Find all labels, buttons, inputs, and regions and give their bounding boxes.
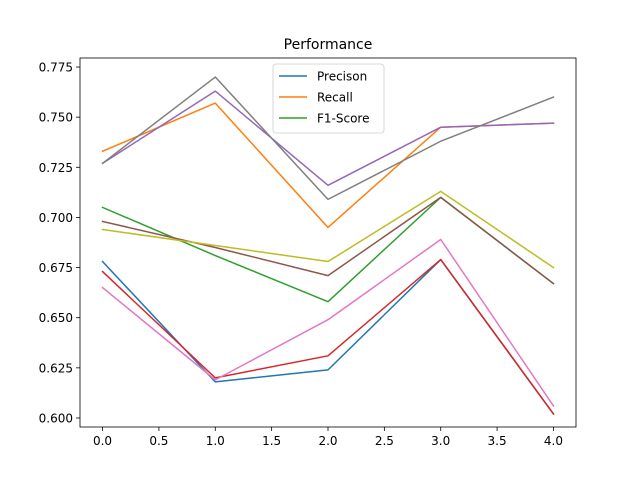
legend-label: Precison (317, 70, 367, 84)
x-tick-label: 1.0 (206, 434, 225, 448)
y-tick-label: 0.700 (39, 211, 73, 225)
series-line-8 (101, 76, 555, 201)
x-tick-label: 0.5 (149, 434, 168, 448)
series-layer (101, 76, 555, 416)
x-tick-label: 2.0 (318, 434, 337, 448)
y-tick-label: 0.625 (39, 361, 73, 375)
y-tick-label: 0.675 (39, 261, 73, 275)
legend-label: F1-Score (317, 112, 369, 126)
x-tick-label: 1.5 (262, 434, 281, 448)
series-line-9 (101, 190, 555, 269)
x-tick-label: 2.5 (375, 434, 394, 448)
axes-layer: 0.0 0.5 1.0 1.5 2.0 2.5 3.0 3.5 4.0 0.600 0.625 0.6… (39, 57, 577, 448)
x-tick-label: 3.5 (488, 434, 507, 448)
legend-label: Recall (317, 91, 353, 105)
series-line-7 (101, 238, 555, 407)
legend-box (272, 63, 385, 134)
x-tick-label: 4.0 (544, 434, 563, 448)
y-tick-label: 0.650 (39, 311, 73, 325)
x-tick-label: 3.0 (431, 434, 450, 448)
legend: Precison Recall F1-Score (272, 63, 385, 134)
series-line-3 (101, 196, 555, 303)
series-line-4 (101, 258, 555, 416)
y-tick-label: 0.775 (39, 61, 73, 75)
series-line-6 (101, 196, 555, 285)
y-tick-label: 0.725 (39, 161, 73, 175)
series-line-1 (101, 258, 555, 416)
y-tick-label: 0.750 (39, 111, 73, 125)
chart-title: Performance (284, 37, 373, 53)
y-tick-label: 0.600 (39, 411, 73, 425)
x-tick-label: 0.0 (93, 434, 112, 448)
